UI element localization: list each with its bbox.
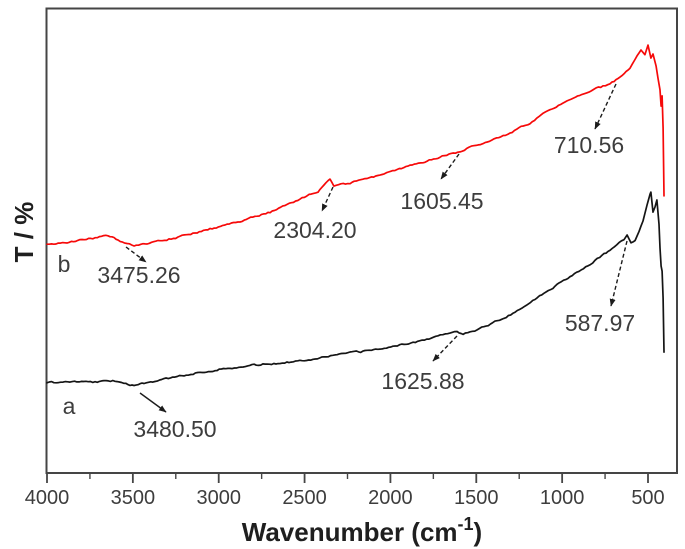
peak-annotation: 710.56	[554, 83, 624, 158]
peak-annotation-arrow	[139, 392, 167, 413]
peak-annotation-label: 3475.26	[97, 262, 180, 288]
peak-annotation: 1625.88	[381, 335, 465, 394]
peak-annotation-arrow	[125, 246, 147, 263]
spectrum-curve-b	[46, 44, 665, 247]
series-label-a: a	[63, 393, 76, 419]
x-axis-tick-label: 3500	[111, 487, 156, 509]
peak-annotation-arrow	[440, 153, 460, 180]
peak-annotation: 2304.20	[273, 186, 357, 243]
spectrum-curves: ab	[46, 44, 665, 419]
plot-area-border	[45, 7, 678, 474]
peak-annotation-arrow	[594, 83, 617, 130]
peak-annotation-label: 1625.88	[381, 368, 464, 394]
peak-annotation-label: 710.56	[554, 132, 624, 158]
peak-annotation-label: 587.97	[565, 310, 635, 336]
peak-annotation: 1605.45	[400, 153, 484, 214]
x-axis-title-close: )	[474, 517, 483, 547]
peak-annotations: 3475.26 2304.20 1605.45 710.56 3480.50 1625.8…	[97, 83, 635, 442]
x-axis-title-superscript: -1	[458, 514, 474, 534]
x-axis-tick-label: 1000	[540, 487, 585, 509]
x-axis-tick-label: 500	[631, 487, 664, 509]
peak-annotation-arrow	[321, 186, 334, 212]
x-axis-tick-label: 4000	[25, 487, 70, 509]
x-axis-ticks: 4000 3500 3000 2500 2000 1500 1000 500	[25, 473, 665, 509]
x-axis-tick-label: 2500	[282, 487, 327, 509]
peak-annotation: 587.97	[565, 240, 635, 336]
peak-annotation: 3480.50	[133, 392, 217, 442]
x-axis-tick-label: 3000	[196, 487, 241, 509]
peak-annotation-label: 1605.45	[400, 188, 483, 214]
x-axis-tick-label: 2000	[368, 487, 413, 509]
series-label-b: b	[58, 251, 71, 277]
x-axis-tick-label: 1500	[454, 487, 499, 509]
peak-annotation: 3475.26	[97, 246, 181, 288]
y-axis-title: T / %	[9, 202, 39, 263]
peak-annotation-label: 2304.20	[273, 217, 356, 243]
peak-annotation-arrow	[609, 240, 628, 307]
peak-annotation-arrow	[432, 335, 458, 362]
peak-annotation-label: 3480.50	[133, 416, 216, 442]
x-axis-title: Wavenumber (cm-1)	[242, 514, 482, 547]
spectrum-curve-a	[46, 191, 665, 387]
x-axis-title-main: Wavenumber (cm	[242, 517, 458, 547]
